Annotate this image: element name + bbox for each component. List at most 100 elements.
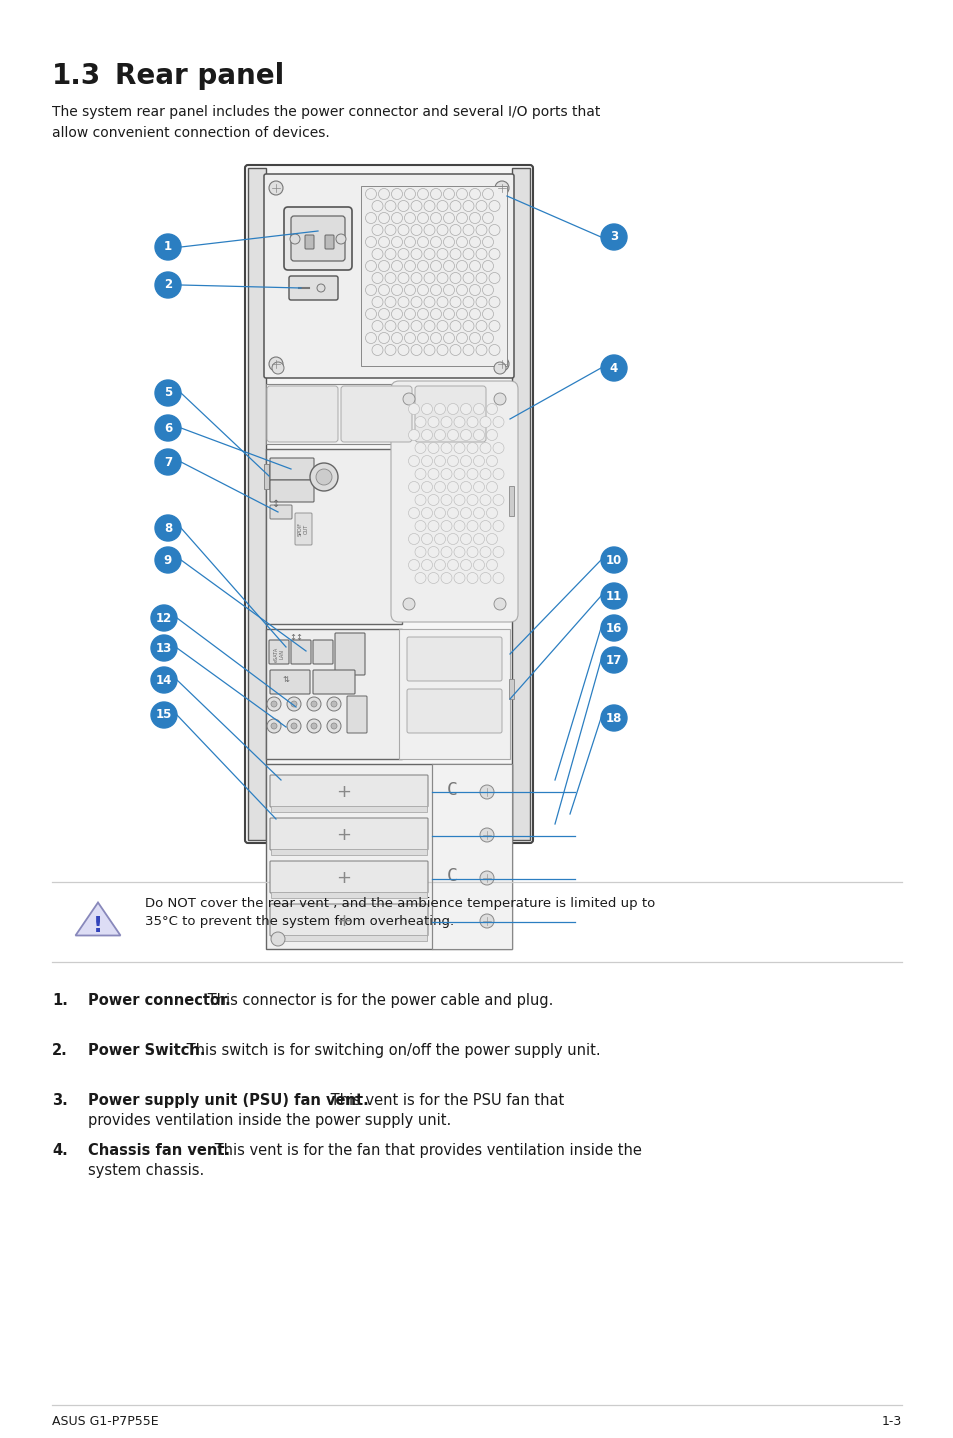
Circle shape <box>423 249 435 259</box>
Circle shape <box>365 213 376 223</box>
Circle shape <box>311 700 316 707</box>
Circle shape <box>600 705 626 731</box>
Text: 17: 17 <box>605 653 621 666</box>
FancyBboxPatch shape <box>407 689 501 733</box>
Text: This connector is for the power cable and plug.: This connector is for the power cable an… <box>203 994 553 1008</box>
Circle shape <box>423 200 435 211</box>
Circle shape <box>479 828 494 843</box>
Circle shape <box>397 345 409 355</box>
Bar <box>266 628 401 759</box>
Text: Power supply unit (PSU) fan vent.: Power supply unit (PSU) fan vent. <box>88 1093 369 1109</box>
Circle shape <box>378 285 389 295</box>
FancyBboxPatch shape <box>270 480 314 502</box>
Circle shape <box>417 285 428 295</box>
Circle shape <box>415 521 426 532</box>
FancyBboxPatch shape <box>270 905 428 936</box>
FancyBboxPatch shape <box>245 165 533 843</box>
Circle shape <box>408 482 419 492</box>
Circle shape <box>271 700 276 707</box>
Text: 14: 14 <box>155 673 172 686</box>
Text: provides ventilation inside the power supply unit.: provides ventilation inside the power su… <box>88 1113 451 1127</box>
FancyBboxPatch shape <box>313 640 333 664</box>
Circle shape <box>428 572 438 584</box>
FancyBboxPatch shape <box>264 174 514 378</box>
Circle shape <box>327 697 340 710</box>
Circle shape <box>447 404 458 414</box>
Circle shape <box>450 224 460 236</box>
Circle shape <box>460 404 471 414</box>
Circle shape <box>151 636 177 661</box>
Circle shape <box>423 345 435 355</box>
Circle shape <box>430 285 441 295</box>
Circle shape <box>269 357 283 371</box>
Circle shape <box>404 236 416 247</box>
Bar <box>264 464 269 489</box>
Text: ⇅: ⇅ <box>282 674 289 683</box>
FancyBboxPatch shape <box>415 385 485 441</box>
Text: 12: 12 <box>155 611 172 624</box>
Circle shape <box>469 309 480 319</box>
Circle shape <box>434 430 445 440</box>
Circle shape <box>443 260 454 272</box>
FancyBboxPatch shape <box>340 385 412 441</box>
Circle shape <box>372 272 382 283</box>
Circle shape <box>600 355 626 381</box>
Circle shape <box>482 236 493 247</box>
Circle shape <box>486 482 497 492</box>
Circle shape <box>489 200 499 211</box>
FancyBboxPatch shape <box>269 640 289 664</box>
Circle shape <box>456 285 467 295</box>
Circle shape <box>391 188 402 200</box>
Circle shape <box>291 700 296 707</box>
Circle shape <box>482 260 493 272</box>
Circle shape <box>460 533 471 545</box>
Circle shape <box>454 417 464 427</box>
Circle shape <box>385 272 395 283</box>
Text: 8: 8 <box>164 522 172 535</box>
FancyBboxPatch shape <box>294 513 312 545</box>
Circle shape <box>434 482 445 492</box>
Circle shape <box>467 495 477 506</box>
Circle shape <box>454 469 464 479</box>
Circle shape <box>450 272 460 283</box>
Circle shape <box>428 521 438 532</box>
Text: The system rear panel includes the power connector and several I/O ports that
al: The system rear panel includes the power… <box>52 105 599 139</box>
Circle shape <box>421 508 432 519</box>
Circle shape <box>307 719 320 733</box>
Text: 2.: 2. <box>52 1043 68 1058</box>
Text: 13: 13 <box>155 641 172 654</box>
Text: C: C <box>446 781 456 800</box>
Circle shape <box>486 404 497 414</box>
Bar <box>271 848 427 856</box>
Text: 10: 10 <box>605 554 621 567</box>
Circle shape <box>489 345 499 355</box>
FancyBboxPatch shape <box>407 637 501 682</box>
FancyBboxPatch shape <box>291 640 311 664</box>
Circle shape <box>482 332 493 344</box>
Circle shape <box>600 224 626 250</box>
Circle shape <box>479 915 494 928</box>
Circle shape <box>423 224 435 236</box>
Circle shape <box>402 598 415 610</box>
Circle shape <box>447 456 458 466</box>
Circle shape <box>494 393 505 406</box>
Circle shape <box>460 508 471 519</box>
Circle shape <box>397 249 409 259</box>
Text: 6: 6 <box>164 421 172 434</box>
Circle shape <box>450 200 460 211</box>
Circle shape <box>310 463 337 490</box>
Circle shape <box>600 647 626 673</box>
Circle shape <box>378 309 389 319</box>
Circle shape <box>440 546 452 558</box>
Circle shape <box>417 236 428 247</box>
Circle shape <box>447 482 458 492</box>
Circle shape <box>450 345 460 355</box>
Text: ASUS G1-P7P55E: ASUS G1-P7P55E <box>52 1415 158 1428</box>
Circle shape <box>290 234 299 244</box>
Circle shape <box>365 188 376 200</box>
Circle shape <box>467 469 477 479</box>
Circle shape <box>440 572 452 584</box>
Circle shape <box>450 296 460 308</box>
Circle shape <box>269 181 283 196</box>
Circle shape <box>489 249 499 259</box>
